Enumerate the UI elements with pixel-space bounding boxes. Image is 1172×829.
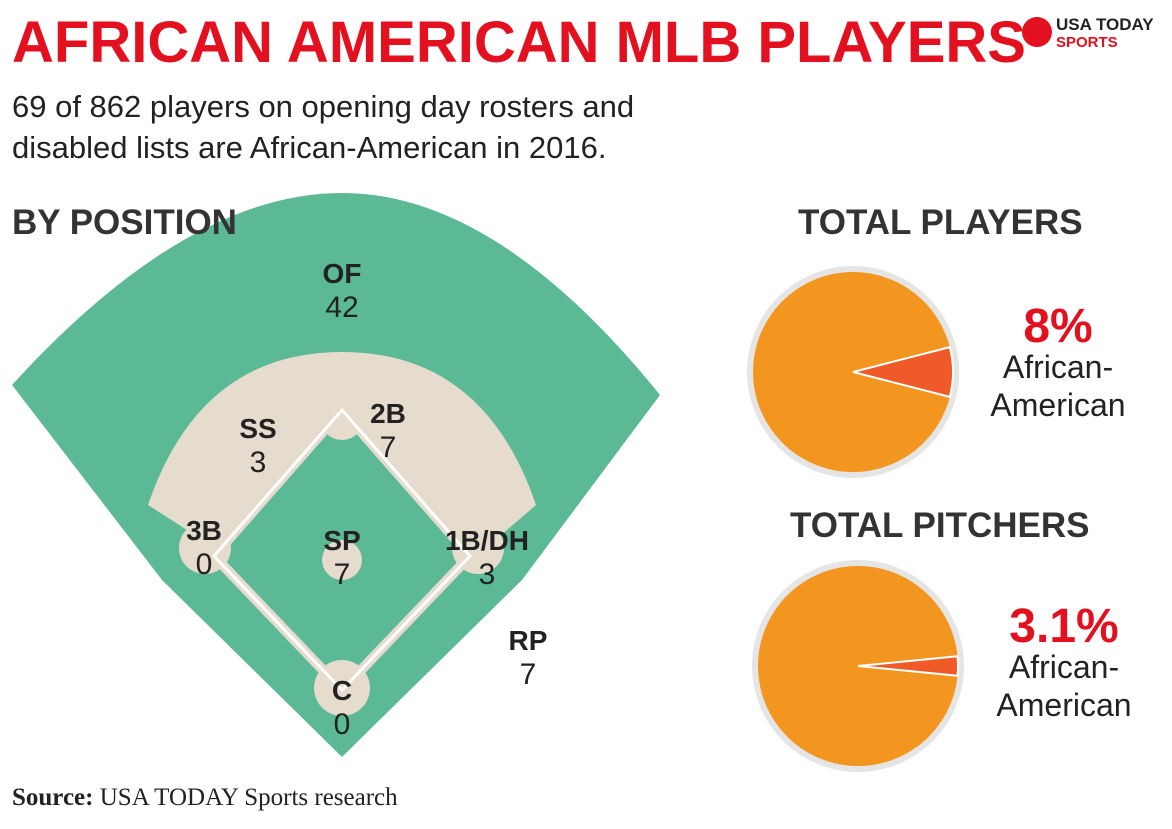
outfield-shape [12, 193, 660, 757]
pie-pitchers-label-line-1: African- [1009, 649, 1119, 685]
logo-line-1: USA TODAY [1056, 15, 1154, 34]
position-label-of: OF [323, 258, 362, 289]
subtitle-line-1: 69 of 862 players on opening day rosters… [12, 89, 635, 124]
total-pitchers-heading: TOTAL PITCHERS [790, 506, 1090, 545]
usa-today-sports-logo: USA TODAY SPORTS [1022, 14, 1162, 54]
position-value-ss: 3 [250, 446, 267, 479]
position-value-2b: 7 [380, 431, 397, 464]
page-title: AFRICAN AMERICAN MLB PLAYERS [12, 10, 1026, 75]
position-label-3b: 3B [186, 515, 222, 546]
by-position-heading: BY POSITION [12, 203, 237, 242]
infield-dirt [148, 352, 536, 560]
pie-pitchers-percent-label: 3.1% [1009, 600, 1118, 653]
position-label-ss: SS [239, 413, 276, 444]
logo-dot-icon [1022, 17, 1052, 47]
pie-players-label-line-1: African- [1003, 349, 1113, 385]
pie-players-african-american-slice [852, 345, 954, 399]
position-value-3b: 0 [196, 548, 213, 581]
position-value-1b-dh: 3 [479, 558, 496, 591]
base-path-white [211, 407, 473, 693]
position-label-sp: SP [323, 525, 360, 556]
position-label-1b-dh: 1B/DH [445, 525, 529, 556]
position-value-sp: 7 [334, 558, 351, 591]
page-subtitle: 69 of 862 players on opening day rosters… [12, 86, 912, 168]
subtitle-line-2: disabled lists are African-American in 2… [12, 130, 607, 165]
pie-pitchers-african-american-slice [857, 655, 959, 677]
position-value-c: 0 [334, 708, 351, 741]
position-label-rp: RP [509, 625, 548, 656]
source-label: Source: [12, 784, 94, 811]
source-text: USA TODAY Sports research [93, 784, 398, 811]
pie-players-percent-label: 8% [1023, 300, 1092, 353]
source-note: Source: USA TODAY Sports research [12, 784, 398, 812]
total-players-heading: TOTAL PLAYERS [798, 203, 1083, 242]
position-label-c: C [332, 675, 352, 706]
position-label-2b: 2B [370, 398, 406, 429]
position-value-rp: 7 [520, 658, 537, 691]
pie-players-label-line-2: American [990, 387, 1125, 423]
position-value-of: 42 [325, 291, 358, 324]
pitcher-mound [322, 540, 362, 580]
logo-line-2: SPORTS [1056, 34, 1118, 51]
pie-pitchers-label-line-2: American [996, 687, 1131, 723]
